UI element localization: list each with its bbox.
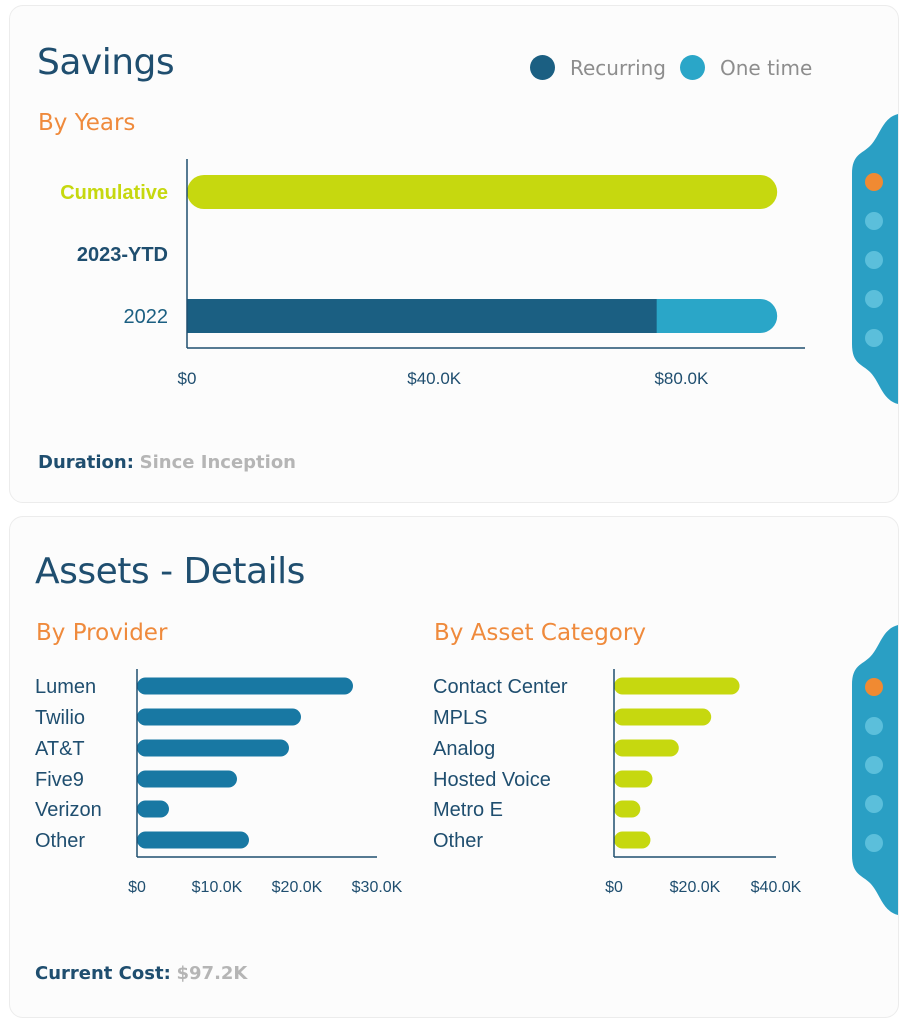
bar-2022-recurring xyxy=(187,299,657,333)
pager-dot xyxy=(865,795,883,813)
pager-dot xyxy=(865,834,883,852)
provider-label-five9: Five9 xyxy=(35,769,84,791)
provider-bar-other xyxy=(137,831,249,849)
category-subtitle: By Asset Category xyxy=(434,620,646,646)
assets-title: Assets - Details xyxy=(35,551,305,592)
legend-recurring-swatch xyxy=(530,55,555,80)
legend-recurring[interactable]: Recurring xyxy=(530,55,666,80)
category-bar-analog xyxy=(614,739,679,757)
savings-title: Savings xyxy=(37,42,175,83)
category-label-contact-center: Contact Center xyxy=(433,676,568,698)
legend-one-time-swatch xyxy=(680,55,705,80)
category-bar-hosted-voice xyxy=(614,770,653,788)
provider-subtitle: By Provider xyxy=(36,620,168,646)
provider-bar-at-t xyxy=(137,739,289,757)
bar-cumulative xyxy=(187,175,778,209)
legend-recurring-label: Recurring xyxy=(570,55,666,80)
current-cost-value: $97.2K xyxy=(176,963,248,984)
savings-side-pager[interactable] xyxy=(852,114,898,404)
pager-dot xyxy=(865,290,883,308)
category-bar-contact-center xyxy=(614,677,740,695)
category-label-metro-e: Metro E xyxy=(433,799,503,821)
savings-card: Savings By Years Recurring One time Cumu… xyxy=(9,5,899,503)
category-label-hosted-voice: Hosted Voice xyxy=(433,769,551,791)
pager-dot-active xyxy=(865,173,883,191)
provider-label-other: Other xyxy=(35,830,85,852)
pager-dot-active xyxy=(865,678,883,696)
pager-dot xyxy=(865,717,883,735)
category-tick-label-20-0k: $20.0K xyxy=(670,879,721,896)
assets-side-pager[interactable] xyxy=(852,625,898,915)
provider-tick-label-10-0k: $10.0K xyxy=(192,879,243,896)
provider-tick-label-30-0k: $30.0K xyxy=(352,879,403,896)
savings-legend: Recurring One time xyxy=(530,55,826,80)
x-tick-label-40-0k: $40.0K xyxy=(407,369,462,388)
duration-label: Duration: xyxy=(38,452,134,473)
category-label-2023-ytd: 2023-YTD xyxy=(77,244,168,266)
assets-card: Assets - Details By Provider By Asset Ca… xyxy=(9,516,899,1018)
category-label-analog: Analog xyxy=(433,738,495,760)
category-bar-mpls xyxy=(614,708,712,726)
provider-tick-label-0: $0 xyxy=(128,879,146,896)
provider-label-at-t: AT&T xyxy=(35,738,85,760)
category-label-cumulative: Cumulative xyxy=(60,182,168,204)
category-tick-label-40-0k: $40.0K xyxy=(751,879,802,896)
category-label-mpls: MPLS xyxy=(433,707,487,729)
category-label-other: Other xyxy=(433,830,483,852)
provider-label-lumen: Lumen xyxy=(35,676,96,698)
current-cost-label: Current Cost: xyxy=(35,963,171,984)
x-tick-label-80-0k: $80.0K xyxy=(654,369,709,388)
provider-bar-lumen xyxy=(137,677,353,695)
provider-label-verizon: Verizon xyxy=(35,799,102,821)
savings-by-years-chart: Cumulative 2023-YTD 2022 $0 $40.0K $80.0K xyxy=(60,159,805,388)
duration-value: Since Inception xyxy=(139,452,296,473)
x-tick-label-0: $0 xyxy=(178,369,197,388)
provider-tick-label-20-0k: $20.0K xyxy=(272,879,323,896)
legend-one-time[interactable]: One time xyxy=(680,55,812,80)
assets-charts: Lumen Twilio AT&T Five9 Verizon Other $0 $10.0K… xyxy=(35,669,802,896)
provider-bar-five9 xyxy=(137,770,237,788)
assets-footer: Current Cost: $97.2K xyxy=(35,963,247,984)
pager-dot xyxy=(865,251,883,269)
legend-one-time-label: One time xyxy=(720,55,813,80)
category-label-2022: 2022 xyxy=(124,306,169,328)
provider-label-twilio: Twilio xyxy=(35,707,85,729)
pager-dot xyxy=(865,212,883,230)
category-bar-metro-e xyxy=(614,800,641,818)
category-tick-label-0: $0 xyxy=(605,879,623,896)
savings-footer: Duration: Since Inception xyxy=(38,452,296,473)
category-bar-other xyxy=(614,831,651,849)
savings-subtitle: By Years xyxy=(38,110,136,136)
provider-bar-verizon xyxy=(137,800,169,818)
pager-dot xyxy=(865,756,883,774)
provider-bar-twilio xyxy=(137,708,301,726)
pager-dot xyxy=(865,329,883,347)
